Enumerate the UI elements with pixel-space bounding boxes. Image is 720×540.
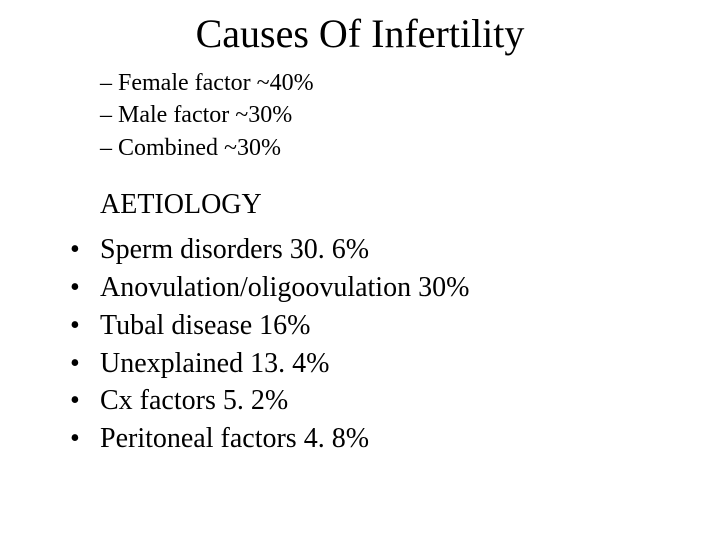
aetiology-text: Unexplained 13. 4%	[100, 345, 329, 383]
aetiology-heading: AETIOLOGY	[100, 189, 680, 221]
factor-item: Female factor ~40%	[100, 67, 680, 99]
bullet-icon: •	[70, 345, 100, 383]
aetiology-list: • Sperm disorders 30. 6% • Anovulation/o…	[70, 231, 680, 458]
bullet-icon: •	[70, 382, 100, 420]
aetiology-text: Sperm disorders 30. 6%	[100, 231, 369, 269]
bullet-icon: •	[70, 231, 100, 269]
aetiology-item: • Tubal disease 16%	[70, 307, 680, 345]
aetiology-text: Cx factors 5. 2%	[100, 382, 288, 420]
slide-title: Causes Of Infertility	[40, 10, 680, 57]
aetiology-text: Tubal disease 16%	[100, 307, 311, 345]
factor-item: Male factor ~30%	[100, 99, 680, 131]
factor-item: Combined ~30%	[100, 132, 680, 164]
aetiology-text: Anovulation/oligoovulation 30%	[100, 269, 469, 307]
aetiology-item: • Anovulation/oligoovulation 30%	[70, 269, 680, 307]
aetiology-item: • Unexplained 13. 4%	[70, 345, 680, 383]
aetiology-text: Peritoneal factors 4. 8%	[100, 420, 369, 458]
aetiology-item: • Cx factors 5. 2%	[70, 382, 680, 420]
aetiology-item: • Sperm disorders 30. 6%	[70, 231, 680, 269]
bullet-icon: •	[70, 420, 100, 458]
aetiology-item: • Peritoneal factors 4. 8%	[70, 420, 680, 458]
bullet-icon: •	[70, 307, 100, 345]
factor-list: Female factor ~40% Male factor ~30% Comb…	[100, 67, 680, 164]
slide-container: Causes Of Infertility Female factor ~40%…	[0, 0, 720, 540]
bullet-icon: •	[70, 269, 100, 307]
